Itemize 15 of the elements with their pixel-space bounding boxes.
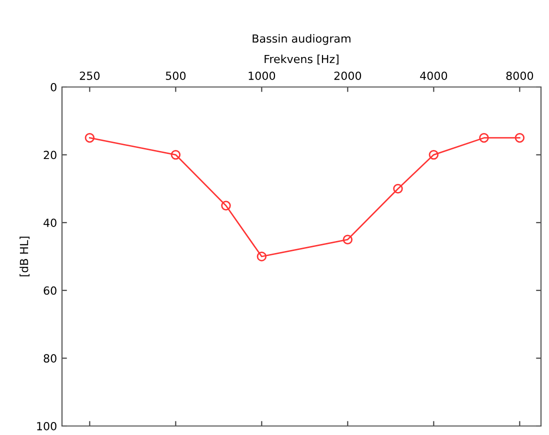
y-tick-label: 0 [50,82,56,92]
y-tick-label: 100 [37,422,56,430]
x-axis-title: Frekvens [Hz] [264,54,338,65]
x-tick-label: 250 [80,72,100,80]
y-tick-label: 80 [44,354,56,363]
chart-title: Bassin audiogram [252,34,350,45]
y-tick-label: 40 [44,218,56,227]
y-tick-label: 60 [44,286,56,295]
x-tick-label: 500 [166,72,186,80]
x-tick-label: 1000 [248,72,276,80]
y-axis-title: [dB HL] [20,236,30,276]
x-tick-label: 2000 [334,72,362,80]
y-tick-label: 20 [44,150,56,160]
x-tick-label: 4000 [420,72,448,80]
x-tick-label: 8000 [506,72,534,80]
